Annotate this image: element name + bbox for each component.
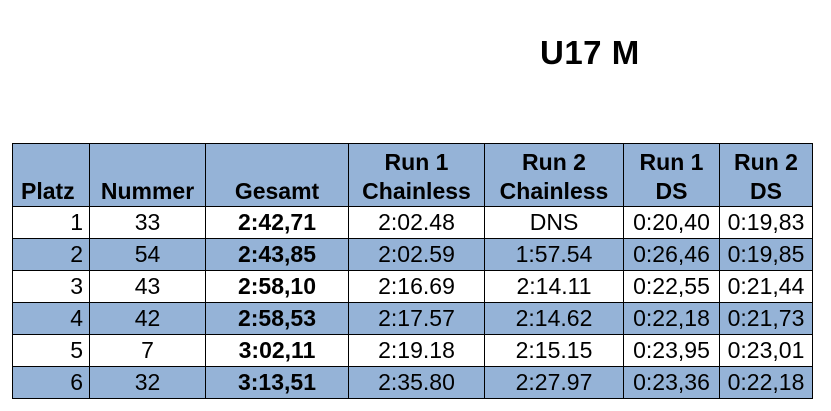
header-nummer-label: Nummer: [100, 178, 195, 204]
header-gesamt: Gesamt: [205, 143, 349, 207]
cell-run1-chainless: 2:17.57: [348, 302, 485, 335]
cell-nummer: 7: [89, 334, 206, 367]
cell-platz: 4: [12, 302, 90, 335]
cell-nummer: 33: [89, 206, 206, 239]
table-row: 1 33 2:42,71 2:02.48 DNS 0:20,40 0:19,83: [12, 206, 813, 239]
cell-run2-ds: 0:22,18: [719, 366, 813, 399]
cell-platz: 6: [12, 366, 90, 399]
cell-run2-chainless: DNS: [484, 206, 624, 239]
cell-run2-chainless: 2:15.15: [484, 334, 624, 367]
header-run2-ds: Run 2 DS: [719, 143, 813, 207]
header-gesamt-label: Gesamt: [234, 178, 320, 204]
cell-run2-ds: 0:19,85: [719, 238, 813, 271]
cell-gesamt: 3:02,11: [205, 334, 349, 367]
cell-gesamt: 3:13,51: [205, 366, 349, 399]
cell-run1-chainless: 2:19.18: [348, 334, 485, 367]
cell-run2-ds: 0:21,73: [719, 302, 813, 335]
results-table: Platz Nummer Gesamt Run 1 Chainless Run …: [12, 143, 813, 399]
cell-run2-ds: 0:19,83: [719, 206, 813, 239]
cell-run1-chainless: 2:02.59: [348, 238, 485, 271]
header-run1-ds-line1: Run 1: [639, 149, 704, 175]
cell-run1-chainless: 2:35.80: [348, 366, 485, 399]
table-row: 4 42 2:58,53 2:17.57 2:14.62 0:22,18 0:2…: [12, 302, 813, 335]
cell-gesamt: 2:58,53: [205, 302, 349, 335]
cell-platz: 3: [12, 270, 90, 303]
header-platz-label: Platz: [21, 178, 75, 204]
header-run2-chainless: Run 2 Chainless: [484, 143, 624, 207]
cell-run2-chainless: 2:27.97: [484, 366, 624, 399]
header-run1-chainless: Run 1 Chainless: [348, 143, 485, 207]
cell-platz: 5: [12, 334, 90, 367]
header-run2-chainless-line1: Run 2: [522, 149, 586, 175]
cell-run1-chainless: 2:02.48: [348, 206, 485, 239]
cell-run1-ds: 0:22,55: [623, 270, 720, 303]
cell-platz: 2: [12, 238, 90, 271]
header-run1-ds: Run 1 DS: [623, 143, 720, 207]
cell-run2-ds: 0:23,01: [719, 334, 813, 367]
cell-run1-ds: 0:23,95: [623, 334, 720, 367]
cell-nummer: 42: [89, 302, 206, 335]
cell-run1-ds: 0:20,40: [623, 206, 720, 239]
cell-run2-chainless: 1:57.54: [484, 238, 624, 271]
header-run1-chainless-line1: Run 1: [384, 149, 449, 175]
table-row: 5 7 3:02,11 2:19.18 2:15.15 0:23,95 0:23…: [12, 334, 813, 367]
header-platz: Platz: [12, 143, 90, 207]
cell-gesamt: 2:58,10: [205, 270, 349, 303]
header-row: Platz Nummer Gesamt Run 1 Chainless Run …: [12, 143, 813, 207]
cell-platz: 1: [12, 206, 90, 239]
table-row: 6 32 3:13,51 2:35.80 2:27.97 0:23,36 0:2…: [12, 366, 813, 399]
cell-run1-ds: 0:22,18: [623, 302, 720, 335]
table-row: 3 43 2:58,10 2:16.69 2:14.11 0:22,55 0:2…: [12, 270, 813, 303]
cell-gesamt: 2:42,71: [205, 206, 349, 239]
header-run2-chainless-line2: Chainless: [499, 178, 609, 204]
cell-run1-chainless: 2:16.69: [348, 270, 485, 303]
table-row: 2 54 2:43,85 2:02.59 1:57.54 0:26,46 0:1…: [12, 238, 813, 271]
header-run1-ds-line2: DS: [655, 178, 688, 204]
cell-run2-chainless: 2:14.11: [484, 270, 624, 303]
cell-nummer: 54: [89, 238, 206, 271]
cell-run2-chainless: 2:14.62: [484, 302, 624, 335]
header-run1-chainless-line2: Chainless: [362, 178, 471, 204]
header-nummer: Nummer: [89, 143, 206, 207]
cell-gesamt: 2:43,85: [205, 238, 349, 271]
header-run2-ds-line1: Run 2: [734, 149, 798, 175]
cell-nummer: 43: [89, 270, 206, 303]
cell-run1-ds: 0:23,36: [623, 366, 720, 399]
cell-run2-ds: 0:21,44: [719, 270, 813, 303]
header-run2-ds-line2: DS: [750, 178, 782, 204]
cell-run1-ds: 0:26,46: [623, 238, 720, 271]
cell-nummer: 32: [89, 366, 206, 399]
page-title: U17 M: [540, 34, 640, 71]
